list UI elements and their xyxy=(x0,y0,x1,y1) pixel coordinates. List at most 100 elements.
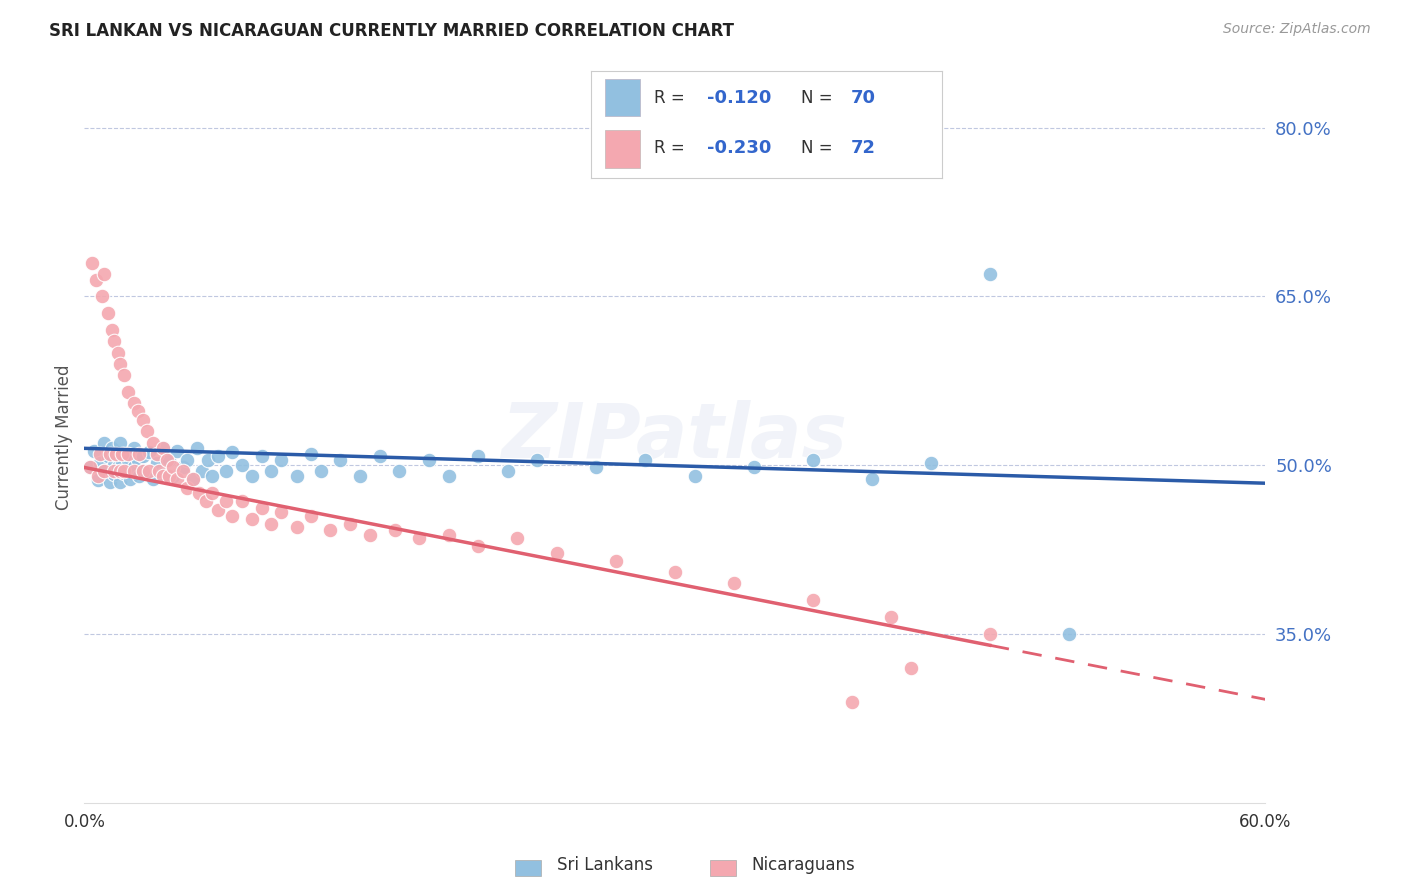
Point xyxy=(319,524,342,538)
Point xyxy=(860,472,883,486)
Point xyxy=(136,425,159,439)
FancyBboxPatch shape xyxy=(605,130,640,168)
Point xyxy=(132,464,155,478)
Point xyxy=(103,458,125,473)
Point xyxy=(437,469,460,483)
Text: 72: 72 xyxy=(851,139,876,157)
Point xyxy=(1057,627,1080,641)
Point xyxy=(152,442,174,456)
Text: N =: N = xyxy=(801,139,838,157)
Point xyxy=(801,593,824,607)
Point xyxy=(117,447,139,461)
Point xyxy=(152,469,174,483)
Text: N =: N = xyxy=(801,88,838,106)
Point xyxy=(138,444,160,458)
Point xyxy=(108,464,131,478)
Point xyxy=(118,472,141,486)
Point xyxy=(108,435,131,450)
Point xyxy=(93,464,115,478)
Point xyxy=(166,472,188,486)
Point xyxy=(83,443,105,458)
Point xyxy=(408,532,430,546)
Point xyxy=(122,442,145,456)
Point xyxy=(101,323,124,337)
Point xyxy=(172,460,194,475)
Point xyxy=(467,539,489,553)
Point xyxy=(181,472,204,486)
Point xyxy=(112,466,135,480)
Point xyxy=(368,449,391,463)
Point xyxy=(801,452,824,467)
Point xyxy=(900,661,922,675)
Point xyxy=(128,447,150,461)
Point xyxy=(197,452,219,467)
Point xyxy=(91,289,114,303)
Point xyxy=(132,464,155,478)
Text: Sri Lankans: Sri Lankans xyxy=(557,856,652,874)
Point xyxy=(108,475,131,489)
Text: Nicaraguans: Nicaraguans xyxy=(752,856,855,874)
Point xyxy=(339,516,361,531)
Point xyxy=(299,508,322,523)
Point xyxy=(388,464,411,478)
Point xyxy=(723,576,745,591)
Point xyxy=(979,267,1001,281)
Point xyxy=(437,528,460,542)
Point xyxy=(152,442,174,456)
Point xyxy=(104,447,127,461)
Point xyxy=(112,447,135,461)
Point xyxy=(467,449,489,463)
Text: R =: R = xyxy=(654,88,690,106)
Point xyxy=(89,447,111,461)
Point xyxy=(89,456,111,470)
Point xyxy=(207,449,229,463)
Point xyxy=(122,464,145,478)
FancyBboxPatch shape xyxy=(605,78,640,116)
Point xyxy=(221,508,243,523)
Point xyxy=(97,306,120,320)
Point xyxy=(191,464,214,478)
Point xyxy=(127,452,149,467)
Point xyxy=(349,469,371,483)
Point xyxy=(240,512,263,526)
Point xyxy=(138,464,160,478)
Point xyxy=(634,452,657,467)
Point xyxy=(506,532,529,546)
Point xyxy=(841,694,863,708)
Point xyxy=(384,524,406,538)
Point xyxy=(299,447,322,461)
Point xyxy=(201,469,224,483)
Point xyxy=(231,494,253,508)
Point xyxy=(329,452,352,467)
Point xyxy=(664,565,686,579)
Point xyxy=(231,458,253,473)
Point xyxy=(132,413,155,427)
Point xyxy=(93,464,115,478)
Point xyxy=(107,460,129,475)
Point xyxy=(285,520,308,534)
Point xyxy=(122,460,145,475)
Point xyxy=(270,452,292,467)
Text: 70: 70 xyxy=(851,88,876,106)
Point xyxy=(240,469,263,483)
Point xyxy=(309,464,332,478)
Point xyxy=(112,464,135,478)
Point xyxy=(187,486,209,500)
Text: SRI LANKAN VS NICARAGUAN CURRENTLY MARRIED CORRELATION CHART: SRI LANKAN VS NICARAGUAN CURRENTLY MARRI… xyxy=(49,22,734,40)
Point xyxy=(157,452,180,467)
Point xyxy=(172,464,194,478)
Point xyxy=(103,334,125,349)
Point xyxy=(176,481,198,495)
Point xyxy=(79,460,101,475)
Point xyxy=(79,460,101,475)
Point xyxy=(108,357,131,371)
Point xyxy=(166,443,188,458)
Point xyxy=(117,385,139,400)
Point xyxy=(127,404,149,418)
Point xyxy=(156,452,179,467)
Point xyxy=(605,554,627,568)
Point xyxy=(195,494,218,508)
Point xyxy=(176,452,198,467)
Point xyxy=(107,345,129,359)
Point xyxy=(526,452,548,467)
